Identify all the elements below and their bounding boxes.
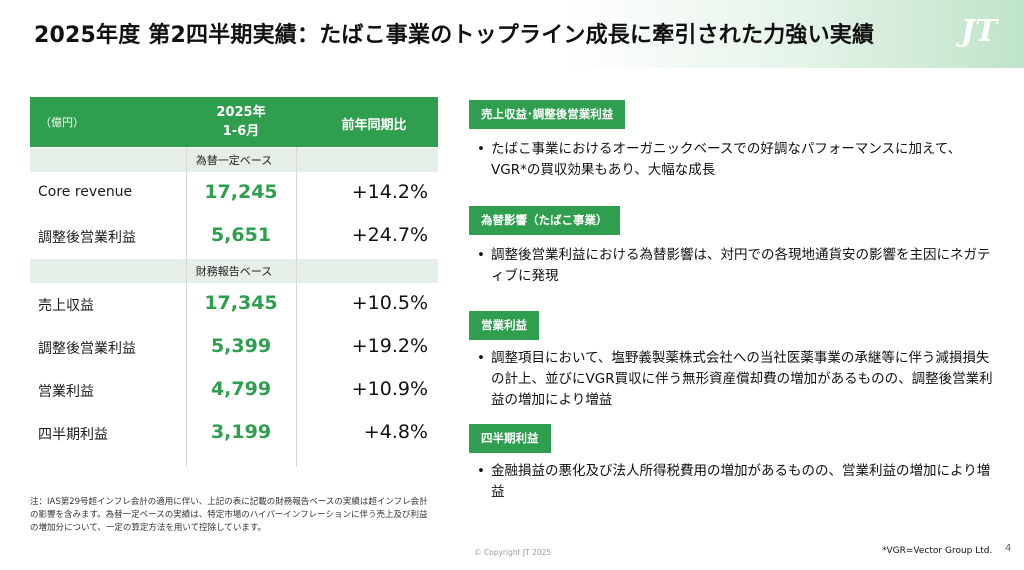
row-label: 調整後営業利益: [38, 230, 136, 246]
table-header: （億円） 2025年 1-6月 前年同期比: [30, 97, 438, 147]
footnote: 注：IAS第29号超インフレ会計の適用に伴い、上記の表に記載の財務報告ベースの実…: [30, 497, 428, 533]
row-change: +10.9%: [351, 378, 428, 400]
row-value: 5,651: [210, 224, 272, 246]
row-label: 四半期利益: [38, 427, 108, 443]
row-label: 調整後営業利益: [38, 341, 136, 357]
jt-logo: JT: [960, 14, 998, 49]
page-number: 4: [1005, 543, 1012, 554]
row-value: 4,799: [210, 378, 272, 400]
yoy-header: 前年同期比: [341, 118, 407, 133]
bullet-fx-impact: 調整後営業利益における為替影響は、対円での各現地通貨安の影響を主因にネガティブに…: [477, 245, 997, 287]
table-row: 売上収益 17,345 +10.5%: [30, 283, 438, 326]
results-table: （億円） 2025年 1-6月 前年同期比 為替一定ベース Core reven…: [30, 97, 438, 455]
tag-operating-profit: 営業利益: [469, 311, 539, 340]
tag-revenue: 売上収益･調整後営業利益: [469, 100, 626, 129]
row-value: 5,399: [210, 335, 272, 357]
period-year: 2025年: [216, 105, 266, 120]
section-reported: 財務報告ベース: [30, 258, 438, 283]
tag-fx-impact: 為替影響（たばこ事業）: [469, 206, 620, 235]
period-months: 1-6月: [222, 124, 260, 139]
vgr-footnote: *VGR=Vector Group Ltd.: [882, 546, 993, 556]
row-change: +10.5%: [351, 292, 428, 314]
bullet-revenue: たばこ事業におけるオーガニックベースでの好調なパフォーマンスに加えて、VGR*の…: [477, 139, 997, 181]
table-row: 四半期利益 3,199 +4.8%: [30, 412, 438, 455]
table-row: Core revenue 17,245 +14.2%: [30, 172, 438, 215]
column-divider: [296, 147, 297, 467]
row-change: +24.7%: [351, 224, 428, 246]
row-change: +14.2%: [351, 181, 428, 203]
row-label: 売上収益: [38, 298, 94, 314]
table-row: 営業利益 4,799 +10.9%: [30, 369, 438, 412]
row-value: 17,345: [204, 292, 278, 314]
slide-header: 2025年度 第2四半期実績：たばこ事業のトップライン成長に牽引された力強い実績…: [0, 0, 1024, 68]
table-row: 調整後営業利益 5,399 +19.2%: [30, 326, 438, 369]
unit-label: （億円）: [40, 116, 84, 129]
bullet-operating-profit: 調整項目において、塩野義製薬株式会社への当社医薬事業の承継等に伴う減損損失の計上…: [477, 348, 997, 411]
row-label: 営業利益: [38, 384, 94, 400]
row-value: 17,245: [204, 181, 278, 203]
period-header: 2025年 1-6月: [186, 103, 296, 141]
section-constant-fx: 為替一定ベース: [30, 147, 438, 172]
row-label: Core revenue: [38, 184, 133, 200]
copyright: © Copyright JT 2025: [474, 548, 552, 557]
tag-quarterly-profit: 四半期利益: [469, 424, 551, 453]
bullet-quarterly-profit: 金融損益の悪化及び法人所得税費用の増加があるものの、営業利益の増加により増益: [477, 461, 997, 503]
slide-title: 2025年度 第2四半期実績：たばこ事業のトップライン成長に牽引された力強い実績: [34, 23, 875, 48]
row-change: +4.8%: [363, 421, 428, 443]
row-change: +19.2%: [351, 335, 428, 357]
column-divider: [186, 147, 187, 467]
table-row: 調整後営業利益 5,651 +24.7%: [30, 215, 438, 258]
row-value: 3,199: [210, 421, 272, 443]
